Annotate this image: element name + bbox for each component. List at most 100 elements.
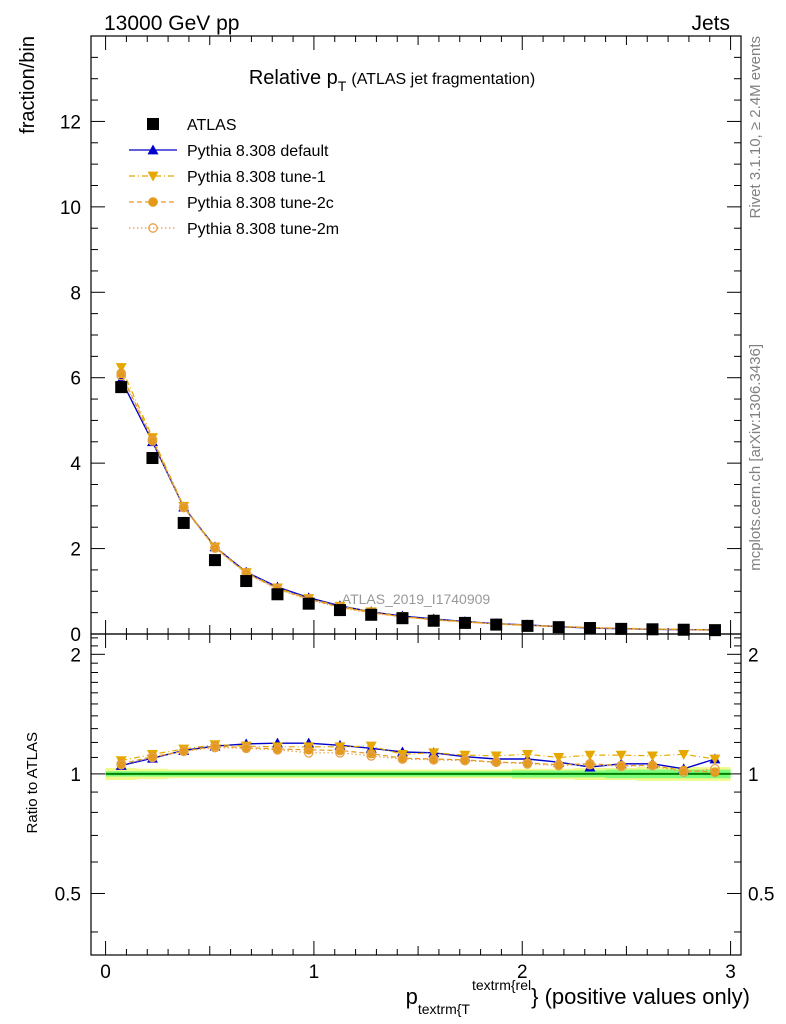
ratio-point — [365, 741, 377, 752]
legend: ATLAS Pythia 8.308 default Pythia 8.308 tu… — [129, 117, 339, 238]
series-line — [120, 367, 716, 631]
data-point — [302, 597, 315, 610]
ratio-point — [460, 755, 470, 766]
ratio-point — [678, 749, 690, 760]
x-label-sup: textrm{rel — [472, 977, 531, 993]
ratio-point — [615, 750, 627, 761]
ratio-point — [678, 767, 689, 778]
legend-entry-tune2m: Pythia 8.308 tune-2m — [129, 221, 339, 238]
ratio-point — [210, 742, 220, 753]
data-point — [490, 618, 503, 631]
ratio-point — [178, 746, 189, 757]
ratio-point — [647, 760, 658, 771]
legend-entry-default: Pythia 8.308 default — [129, 143, 329, 160]
data-point — [146, 452, 159, 465]
y-tick-label: 0 — [70, 625, 81, 646]
ratio-tick-label-right: 1 — [748, 765, 759, 786]
ratio-point — [710, 763, 720, 774]
series-line — [120, 375, 716, 631]
y-axis-label-ratio: Ratio to ATLAS — [24, 732, 41, 833]
data-point — [521, 619, 534, 632]
data-layer — [115, 363, 721, 778]
legend-marker — [148, 223, 158, 233]
data-point — [115, 363, 127, 373]
plot-title: Relative pT (ATLAS jet fragmentation) — [249, 67, 535, 94]
data-point — [552, 621, 565, 634]
ratio-point — [428, 748, 440, 759]
legend-label: Pythia 8.308 tune-1 — [187, 169, 326, 186]
ratio-point — [366, 748, 377, 759]
legend-entry-atlas: ATLAS — [147, 117, 237, 134]
ratio-point — [553, 753, 565, 763]
ratio-plot-frame — [90, 633, 742, 956]
data-point — [115, 381, 128, 394]
ratio-point — [491, 757, 502, 768]
ratio-point — [272, 744, 283, 755]
y-tick-label: 8 — [70, 283, 81, 304]
energy-label: 13000 GeV pp — [104, 12, 239, 35]
ratio-point — [147, 752, 158, 763]
series-ratio-tune2m — [116, 742, 720, 778]
data-point — [615, 622, 628, 635]
legend-label: ATLAS — [187, 117, 237, 134]
legend-marker — [147, 118, 159, 130]
ratio-point — [303, 744, 314, 755]
data-point — [427, 614, 440, 627]
data-point — [177, 516, 190, 529]
ratio-tick-label: 0.5 — [55, 884, 81, 905]
x-label-main: p — [406, 984, 418, 1009]
ratio-point — [709, 754, 721, 765]
ratio-tick-label-right: 2 — [748, 645, 759, 666]
ratio-point — [116, 759, 127, 770]
ratio-point — [585, 759, 595, 770]
ratio-point — [490, 751, 502, 762]
legend-label: Pythia 8.308 default — [187, 143, 329, 160]
data-point — [333, 604, 346, 617]
ratio-point — [241, 743, 252, 754]
data-point — [178, 502, 189, 513]
ratio-point — [646, 751, 658, 762]
data-point — [271, 588, 284, 601]
rivet-label: Rivet 3.1.10, ≥ 2.4M events — [747, 36, 764, 219]
ratio-point — [335, 747, 345, 758]
y-tick-label: 4 — [70, 454, 81, 475]
series-ratio-tune1 — [115, 740, 721, 767]
series-main-atlas — [115, 381, 721, 637]
ratio-point — [178, 746, 189, 757]
x-tick-label: 0 — [100, 962, 111, 983]
ratio-point — [428, 754, 439, 765]
y-tick-label: 10 — [60, 198, 81, 219]
data-point — [240, 575, 253, 588]
ratio-point — [584, 750, 596, 761]
legend-marker — [148, 197, 158, 207]
ratio-point — [522, 758, 533, 769]
data-point — [677, 623, 690, 636]
ratio-tick-label: 1 — [70, 765, 81, 786]
data-point — [646, 623, 659, 636]
ratio-point — [335, 745, 345, 756]
ratio-point — [647, 760, 658, 771]
data-point — [365, 608, 378, 621]
title-main: Relative p — [249, 67, 338, 89]
x-tick-label: 3 — [725, 962, 736, 983]
data-point — [708, 624, 721, 637]
legend-label: Pythia 8.308 tune-2c — [187, 195, 334, 212]
ratio-line — [121, 746, 716, 773]
data-point — [210, 543, 220, 553]
ratio-tick-label: 2 — [70, 645, 81, 666]
process-label: Jets — [691, 12, 730, 35]
legend-marker — [147, 171, 159, 182]
ratio-point — [397, 754, 408, 764]
legend-label: Pythia 8.308 tune-2m — [187, 221, 339, 238]
ratio-point — [553, 760, 564, 771]
y-tick-label: 12 — [60, 112, 81, 133]
data-point — [583, 622, 596, 635]
ratio-point — [710, 767, 720, 777]
data-point — [396, 612, 409, 625]
x-axis-label: ptextrm{Ttextrm{rel} (positive values on… — [406, 977, 750, 1017]
legend-entry-tune2c: Pythia 8.308 tune-2c — [129, 195, 334, 212]
y-tick-label: 6 — [70, 369, 81, 390]
data-point — [116, 370, 127, 381]
analysis-watermark: ATLAS_2019_I1740909 — [342, 591, 491, 607]
